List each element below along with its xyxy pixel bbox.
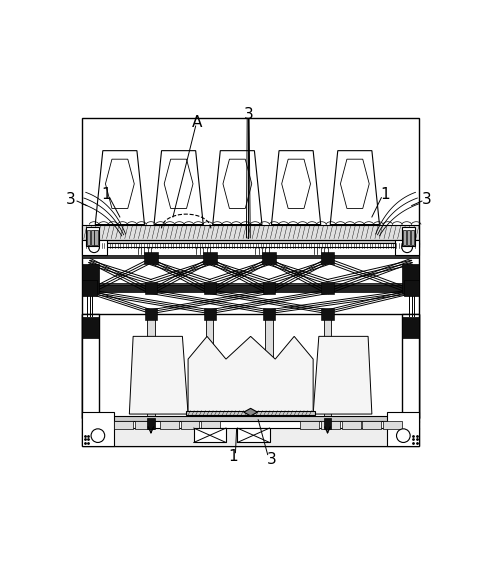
Polygon shape: [105, 159, 134, 209]
Bar: [82, 317, 99, 338]
Bar: [82, 264, 99, 293]
Bar: [403, 279, 418, 296]
Bar: [147, 316, 154, 416]
Bar: [203, 252, 216, 264]
Bar: [135, 421, 154, 429]
Polygon shape: [340, 159, 368, 209]
Polygon shape: [271, 151, 320, 225]
Bar: [323, 418, 331, 429]
Bar: [403, 230, 406, 245]
Bar: [362, 421, 381, 429]
Bar: [321, 282, 333, 294]
Bar: [82, 279, 97, 296]
Bar: [407, 230, 409, 245]
Bar: [94, 230, 97, 245]
Bar: [320, 252, 334, 264]
Text: 1: 1: [102, 187, 111, 202]
Text: 1: 1: [228, 449, 238, 464]
Bar: [205, 316, 213, 416]
Polygon shape: [223, 159, 251, 209]
Polygon shape: [312, 336, 371, 414]
Polygon shape: [95, 151, 144, 225]
Bar: [82, 240, 418, 244]
Bar: [262, 308, 274, 320]
Bar: [193, 428, 225, 442]
Bar: [144, 252, 158, 264]
Bar: [401, 264, 418, 293]
Bar: [82, 240, 106, 255]
Polygon shape: [244, 408, 257, 416]
Bar: [299, 421, 318, 429]
Bar: [82, 313, 99, 418]
Polygon shape: [212, 151, 262, 225]
Bar: [82, 429, 418, 446]
Bar: [114, 421, 133, 429]
Circle shape: [396, 429, 409, 442]
Bar: [82, 416, 418, 422]
Bar: [82, 313, 418, 418]
Bar: [321, 308, 333, 320]
Text: 3: 3: [266, 452, 276, 467]
Polygon shape: [329, 151, 379, 225]
Bar: [341, 421, 360, 429]
Bar: [82, 119, 418, 446]
Bar: [82, 284, 418, 291]
Bar: [82, 255, 418, 258]
Circle shape: [89, 242, 99, 253]
Bar: [401, 317, 418, 338]
Bar: [201, 421, 220, 429]
Bar: [82, 412, 114, 446]
Text: A: A: [192, 115, 203, 130]
Polygon shape: [188, 336, 312, 414]
Circle shape: [91, 429, 104, 442]
Text: 3: 3: [421, 192, 431, 207]
Bar: [410, 230, 413, 245]
Polygon shape: [281, 159, 310, 209]
Polygon shape: [154, 151, 203, 225]
Bar: [203, 282, 215, 294]
Text: 3: 3: [65, 192, 75, 207]
Polygon shape: [129, 336, 188, 414]
Bar: [386, 412, 418, 446]
Bar: [394, 240, 418, 255]
Polygon shape: [164, 159, 193, 209]
Bar: [82, 225, 418, 240]
Bar: [262, 252, 275, 264]
Bar: [203, 308, 215, 320]
Bar: [147, 418, 154, 429]
Bar: [144, 282, 157, 294]
Bar: [320, 421, 339, 429]
Bar: [82, 242, 418, 247]
Bar: [401, 227, 415, 246]
Bar: [85, 227, 99, 246]
Bar: [401, 313, 418, 418]
Bar: [87, 230, 90, 245]
Bar: [186, 411, 314, 415]
Bar: [383, 421, 401, 429]
Bar: [323, 316, 331, 416]
Circle shape: [401, 242, 411, 253]
Bar: [90, 230, 94, 245]
Text: 3: 3: [244, 107, 253, 122]
Bar: [264, 316, 272, 416]
Bar: [262, 282, 274, 294]
Bar: [144, 308, 157, 320]
Bar: [159, 421, 178, 429]
Bar: [180, 421, 199, 429]
Text: 1: 1: [380, 187, 389, 202]
Bar: [237, 428, 269, 442]
Bar: [82, 421, 418, 429]
Bar: [82, 283, 418, 285]
